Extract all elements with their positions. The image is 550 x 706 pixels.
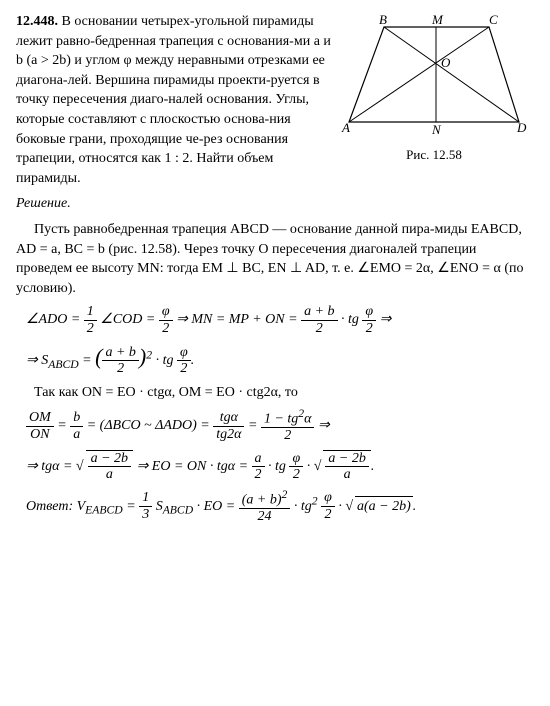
problem-number: 12.448. xyxy=(16,14,58,29)
solution-p1: Пусть равнобедренная трапеция ABCD — осн… xyxy=(16,220,534,298)
answer: Ответ: VEABCD = 13 SABCD · EO = (a + b)2… xyxy=(26,489,534,524)
label-M: M xyxy=(431,12,444,27)
formula-4: ⇒ tgα = √a − 2ba ⇒ EO = ON · tgα = a2 · … xyxy=(26,450,534,483)
label-N: N xyxy=(431,122,442,137)
label-D: D xyxy=(516,120,527,135)
solution-heading: Решение. xyxy=(16,194,534,214)
label-A: A xyxy=(341,120,350,135)
trapezoid-figure: A B C D M N O xyxy=(339,12,529,142)
figure-block: A B C D M N O Рис. 12.58 xyxy=(334,12,534,188)
formula-1: ∠ADO = 12 ∠COD = φ2 ⇒ MN = MP + ON = a +… xyxy=(26,304,534,336)
answer-label: Ответ: xyxy=(26,499,73,514)
formula-2: ⇒ SABCD = (a + b2)2 · tg φ2. xyxy=(26,342,534,377)
figure-caption: Рис. 12.58 xyxy=(334,146,534,164)
label-C: C xyxy=(489,12,498,27)
solution-p2: Так как ON = EO · ctgα, OM = EO · ctg2α,… xyxy=(16,383,534,403)
label-O: O xyxy=(441,55,451,70)
formula-3: OMON = ba = (ΔBCO ~ ΔADO) = tgαtg2α = 1 … xyxy=(26,408,534,443)
problem-text: В основании четырех-угольной пирамиды ле… xyxy=(16,14,331,186)
label-B: B xyxy=(379,12,387,27)
